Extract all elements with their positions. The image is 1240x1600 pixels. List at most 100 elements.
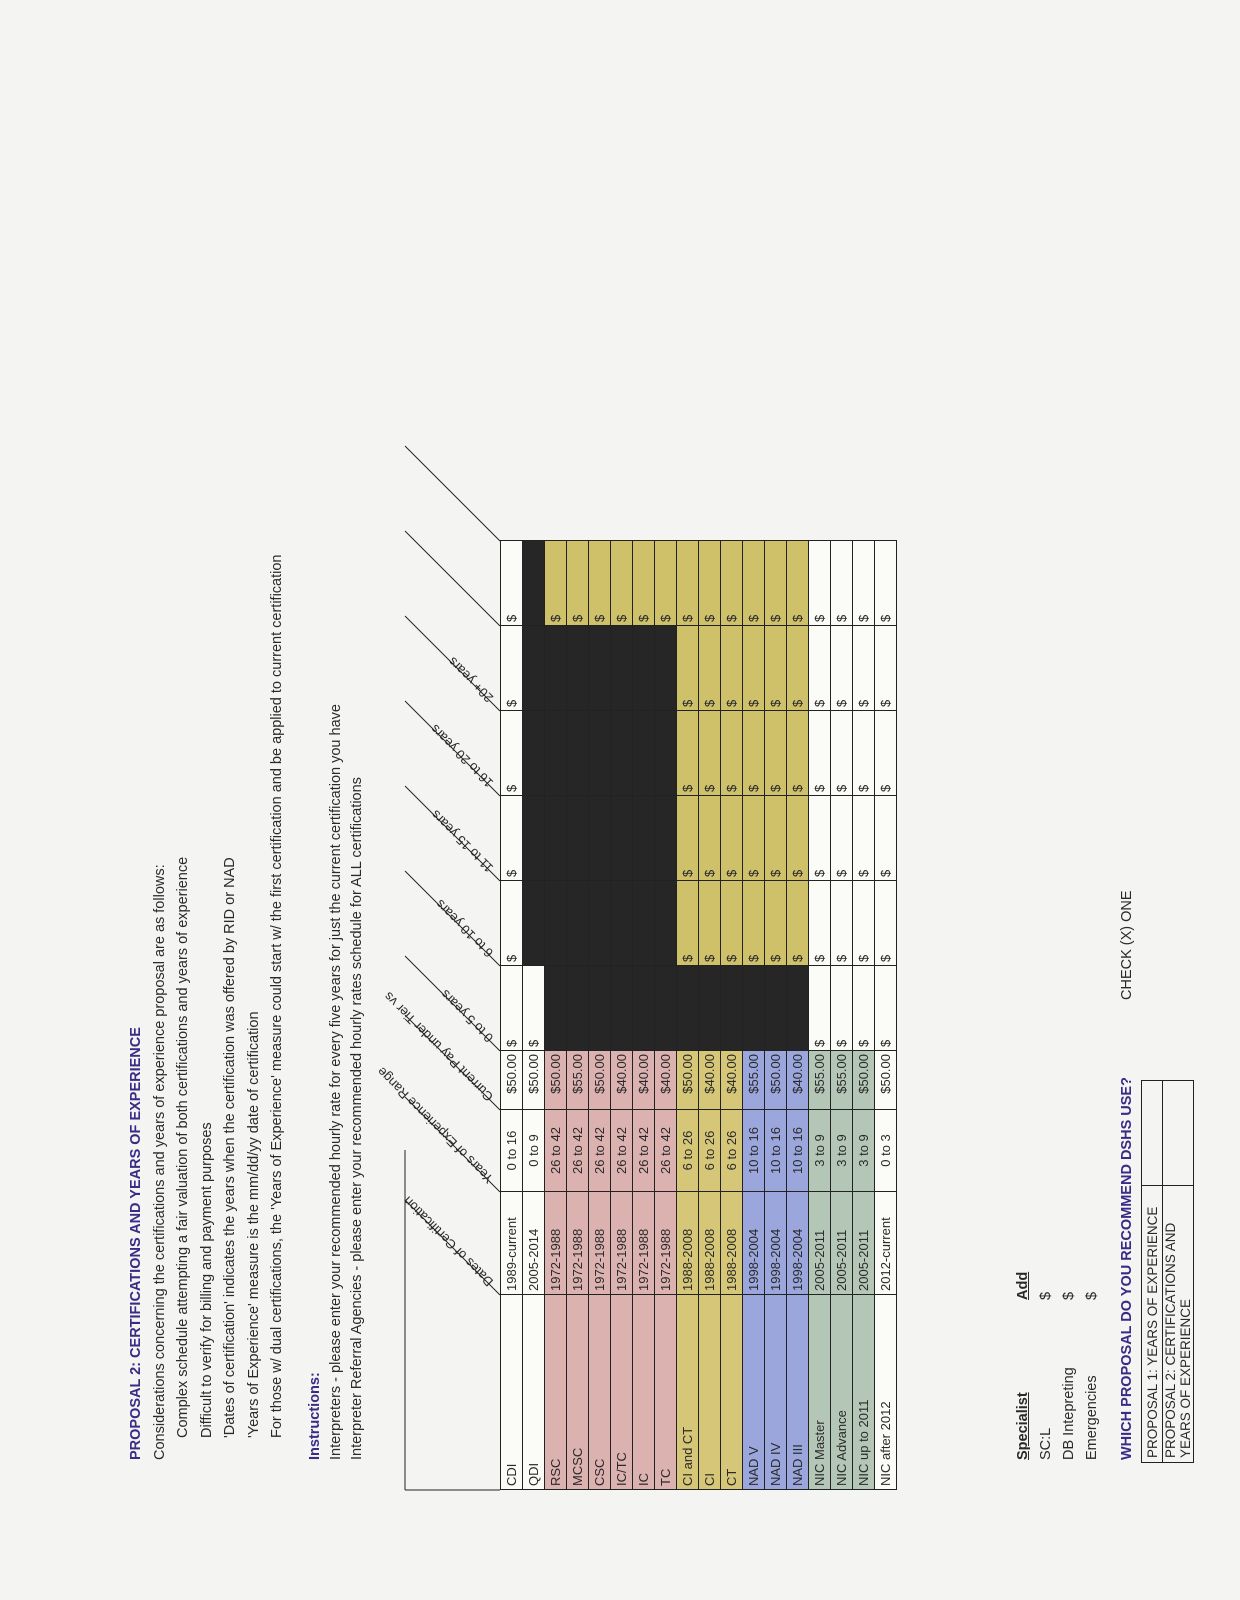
rate-input-cell[interactable] bbox=[522, 795, 545, 881]
specialist-value[interactable]: $ bbox=[1038, 1291, 1054, 1300]
rate-input-cell[interactable]: $ bbox=[808, 625, 831, 711]
rate-input-cell[interactable]: $ bbox=[830, 625, 853, 711]
rate-input-cell[interactable] bbox=[544, 625, 567, 711]
rate-input-cell[interactable] bbox=[566, 965, 589, 1051]
rate-input-cell[interactable]: $ bbox=[720, 880, 743, 966]
rate-input-cell[interactable]: $ bbox=[720, 710, 743, 796]
rate-input-cell[interactable]: $ bbox=[698, 795, 721, 881]
rate-input-cell[interactable] bbox=[632, 625, 655, 711]
rate-input-cell[interactable]: $ bbox=[676, 880, 699, 966]
rate-input-cell[interactable]: $ bbox=[786, 540, 809, 626]
rate-input-cell[interactable] bbox=[522, 710, 545, 796]
rate-input-cell[interactable] bbox=[654, 965, 677, 1051]
rate-input-cell[interactable] bbox=[522, 880, 545, 966]
rate-input-cell[interactable]: $ bbox=[698, 880, 721, 966]
rate-input-cell[interactable]: $ bbox=[676, 625, 699, 711]
rate-input-cell[interactable] bbox=[522, 540, 545, 626]
rate-input-cell[interactable]: $ bbox=[500, 625, 523, 711]
rate-input-cell[interactable] bbox=[610, 795, 633, 881]
rate-input-cell[interactable]: $ bbox=[830, 965, 853, 1051]
rate-input-cell[interactable]: $ bbox=[698, 540, 721, 626]
rate-input-cell[interactable] bbox=[632, 965, 655, 1051]
rate-input-cell[interactable]: $ bbox=[808, 710, 831, 796]
rate-input-cell[interactable]: $ bbox=[808, 540, 831, 626]
rate-input-cell[interactable]: $ bbox=[830, 880, 853, 966]
rate-input-cell[interactable] bbox=[720, 965, 743, 1051]
rate-input-cell[interactable]: $ bbox=[566, 540, 589, 626]
rate-input-cell[interactable] bbox=[544, 965, 567, 1051]
rate-input-cell[interactable]: $ bbox=[874, 625, 897, 711]
rate-input-cell[interactable]: $ bbox=[764, 710, 787, 796]
rate-input-cell[interactable]: $ bbox=[852, 965, 875, 1051]
rate-input-cell[interactable]: $ bbox=[610, 540, 633, 626]
rate-input-cell[interactable]: $ bbox=[500, 540, 523, 626]
rate-input-cell[interactable]: $ bbox=[874, 795, 897, 881]
rate-input-cell[interactable]: $ bbox=[742, 540, 765, 626]
rate-input-cell[interactable] bbox=[610, 710, 633, 796]
rate-input-cell[interactable]: $ bbox=[500, 710, 523, 796]
rate-input-cell[interactable]: $ bbox=[830, 540, 853, 626]
rate-input-cell[interactable]: $ bbox=[852, 795, 875, 881]
rate-input-cell[interactable] bbox=[544, 880, 567, 966]
rate-input-cell[interactable]: $ bbox=[698, 710, 721, 796]
rate-input-cell[interactable]: $ bbox=[742, 880, 765, 966]
rate-input-cell[interactable]: $ bbox=[786, 710, 809, 796]
rate-input-cell[interactable]: $ bbox=[676, 710, 699, 796]
rate-input-cell[interactable]: $ bbox=[874, 880, 897, 966]
rate-input-cell[interactable]: $ bbox=[786, 795, 809, 881]
rate-input-cell[interactable]: $ bbox=[764, 795, 787, 881]
rate-input-cell[interactable]: $ bbox=[808, 880, 831, 966]
rate-input-cell[interactable]: $ bbox=[720, 540, 743, 626]
rate-input-cell[interactable]: $ bbox=[808, 795, 831, 881]
rate-input-cell[interactable] bbox=[698, 965, 721, 1051]
rate-input-cell[interactable]: $ bbox=[852, 710, 875, 796]
rate-input-cell[interactable] bbox=[742, 965, 765, 1051]
rate-input-cell[interactable]: $ bbox=[786, 625, 809, 711]
rate-input-cell[interactable] bbox=[654, 795, 677, 881]
rate-input-cell[interactable]: $ bbox=[764, 880, 787, 966]
rate-input-cell[interactable] bbox=[786, 965, 809, 1051]
rate-input-cell[interactable]: $ bbox=[874, 965, 897, 1051]
rate-input-cell[interactable]: $ bbox=[764, 540, 787, 626]
rate-input-cell[interactable]: $ bbox=[720, 795, 743, 881]
rate-input-cell[interactable] bbox=[566, 880, 589, 966]
rate-input-cell[interactable]: $ bbox=[742, 710, 765, 796]
rate-input-cell[interactable]: $ bbox=[544, 540, 567, 626]
rate-input-cell[interactable] bbox=[632, 795, 655, 881]
rate-input-cell[interactable]: $ bbox=[500, 965, 523, 1051]
rate-input-cell[interactable]: $ bbox=[830, 795, 853, 881]
rate-input-cell[interactable] bbox=[588, 625, 611, 711]
rate-input-cell[interactable]: $ bbox=[874, 540, 897, 626]
proposal-2-checkbox[interactable] bbox=[1162, 1080, 1194, 1186]
rate-input-cell[interactable] bbox=[544, 795, 567, 881]
rate-input-cell[interactable] bbox=[588, 710, 611, 796]
rate-input-cell[interactable]: $ bbox=[500, 795, 523, 881]
rate-input-cell[interactable]: $ bbox=[588, 540, 611, 626]
rate-input-cell[interactable] bbox=[588, 880, 611, 966]
rate-input-cell[interactable]: $ bbox=[500, 880, 523, 966]
rate-input-cell[interactable] bbox=[654, 710, 677, 796]
rate-input-cell[interactable]: $ bbox=[720, 625, 743, 711]
rate-input-cell[interactable] bbox=[588, 795, 611, 881]
rate-input-cell[interactable]: $ bbox=[852, 880, 875, 966]
rate-input-cell[interactable] bbox=[676, 965, 699, 1051]
specialist-value[interactable]: $ bbox=[1084, 1291, 1100, 1300]
rate-input-cell[interactable]: $ bbox=[786, 880, 809, 966]
rate-input-cell[interactable]: $ bbox=[632, 540, 655, 626]
rate-input-cell[interactable]: $ bbox=[698, 625, 721, 711]
rate-input-cell[interactable] bbox=[522, 625, 545, 711]
rate-input-cell[interactable]: $ bbox=[852, 540, 875, 626]
rate-input-cell[interactable]: $ bbox=[676, 540, 699, 626]
rate-input-cell[interactable]: $ bbox=[764, 625, 787, 711]
rate-input-cell[interactable] bbox=[654, 625, 677, 711]
rate-input-cell[interactable] bbox=[610, 625, 633, 711]
rate-input-cell[interactable]: $ bbox=[852, 625, 875, 711]
specialist-value[interactable]: $ bbox=[1061, 1291, 1077, 1300]
rate-input-cell[interactable] bbox=[764, 965, 787, 1051]
rate-input-cell[interactable] bbox=[610, 965, 633, 1051]
rate-input-cell[interactable] bbox=[566, 710, 589, 796]
rate-input-cell[interactable] bbox=[588, 965, 611, 1051]
rate-input-cell[interactable] bbox=[610, 880, 633, 966]
rate-input-cell[interactable] bbox=[544, 710, 567, 796]
rate-input-cell[interactable]: $ bbox=[742, 625, 765, 711]
